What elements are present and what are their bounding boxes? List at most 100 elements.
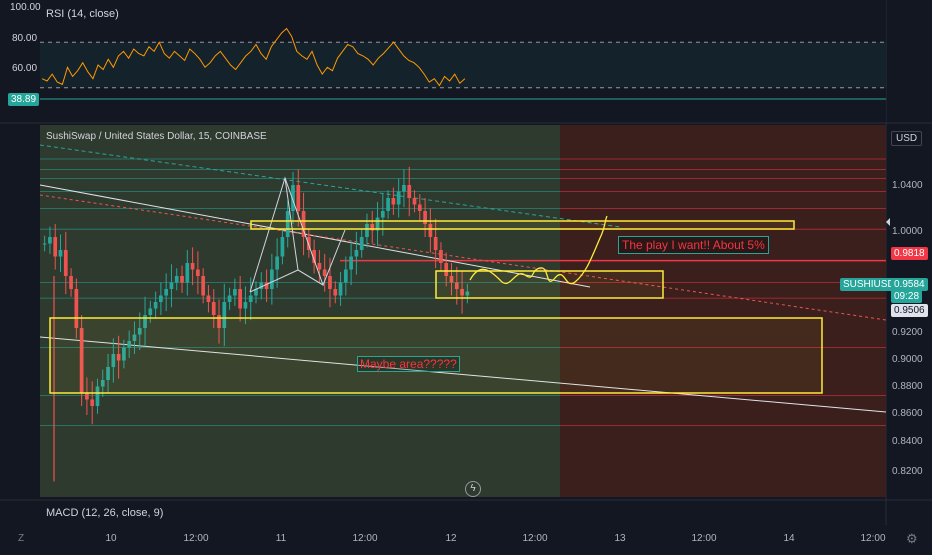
- candle-body-7: [79, 328, 84, 393]
- candle-body-32: [211, 302, 216, 315]
- xtick-11: 11: [275, 533, 287, 544]
- resistance-box: [250, 220, 795, 230]
- candle-body-57: [343, 269, 348, 283]
- candle-body-42: [264, 282, 269, 289]
- candle-body-63: [375, 217, 380, 231]
- xtick-12-00-b: 12:00: [352, 533, 378, 544]
- candle-body-54: [328, 276, 332, 289]
- candle-body-9: [90, 399, 95, 406]
- symbol-tag: SUSHIUSD: [840, 278, 898, 291]
- candle-body-61: [365, 224, 369, 237]
- candle-body-2: [53, 237, 58, 257]
- maybe-area-box: [49, 317, 823, 394]
- candle-body-22: [159, 295, 163, 302]
- candle-body-75: [439, 250, 443, 263]
- candle-body-79: [460, 289, 464, 296]
- candle-body-53: [322, 269, 327, 276]
- candle-body-33: [217, 315, 221, 328]
- projected-path: [469, 215, 608, 285]
- rsi-bg: [40, 0, 886, 122]
- candle-body-30: [201, 276, 206, 296]
- candle-body-20: [148, 308, 153, 315]
- rsi-tick-60: 60.00: [12, 63, 38, 74]
- harmonic-pattern-right: [284, 177, 346, 286]
- candle-body-49: [301, 211, 306, 237]
- current-range-box: [435, 270, 664, 299]
- currency-button[interactable]: USD: [891, 131, 923, 146]
- xtick-13: 13: [614, 533, 626, 544]
- ytick-0.8400: 0.8400: [892, 436, 923, 447]
- candle-body-19: [143, 315, 147, 328]
- rsi-title: RSI (14, close): [46, 8, 119, 20]
- xtick-10: 10: [105, 533, 117, 544]
- candle-body-65: [386, 198, 390, 211]
- candle-body-80: [465, 291, 470, 296]
- ytick-0.8800: 0.8800: [892, 381, 923, 392]
- candle-body-8: [85, 393, 89, 400]
- candle-body-43: [270, 269, 274, 289]
- candle-body-12: [106, 367, 110, 380]
- candle-body-41: [259, 282, 264, 289]
- candle-body-1: [48, 237, 52, 244]
- trendline-lower: [39, 336, 887, 413]
- candle-body-74: [433, 237, 438, 250]
- main-title: SushiSwap / United States Dollar, 15, CO…: [46, 131, 267, 142]
- candle-body-40: [254, 289, 258, 296]
- countdown-tag: 09:28: [891, 290, 923, 303]
- candle-body-72: [423, 211, 427, 224]
- candle-body-46: [285, 211, 290, 237]
- candle-body-21: [153, 302, 158, 309]
- lightning-icon[interactable]: ϟ: [465, 481, 481, 497]
- candle-body-66: [391, 198, 396, 205]
- candle-body-55: [333, 289, 338, 296]
- candle-body-56: [338, 282, 343, 296]
- candle-body-29: [196, 269, 200, 276]
- candle-body-51: [312, 250, 316, 263]
- rsi-line: [41, 27, 466, 87]
- candle-body-13: [111, 354, 116, 367]
- candle-body-68: [402, 185, 406, 192]
- candle-body-27: [185, 263, 190, 283]
- candle-body-59: [354, 250, 359, 257]
- rsi-value-tag: 38.89: [8, 93, 40, 106]
- gear-icon[interactable]: ⚙: [906, 531, 918, 546]
- candle-body-58: [349, 256, 353, 270]
- candle-body-35: [227, 295, 232, 302]
- timezone-z-icon[interactable]: Z: [18, 533, 25, 544]
- candle-body-34: [222, 302, 227, 328]
- collapse-arrow-icon: [886, 218, 890, 226]
- candle-body-52: [317, 263, 322, 270]
- candle-body-50: [306, 237, 311, 250]
- candle-body-23: [164, 289, 169, 296]
- candle-body-16: [127, 341, 132, 348]
- maybe-annotation[interactable]: Maybe area?????: [357, 356, 460, 372]
- candle-body-25: [174, 276, 179, 283]
- candle-body-36: [233, 289, 237, 296]
- ytick-1.0400: 1.0400: [892, 180, 923, 191]
- candle-body-5: [69, 276, 73, 289]
- candle-body-26: [180, 276, 184, 283]
- future-region: [560, 125, 886, 497]
- candle-body-4: [63, 250, 68, 276]
- candle-body-37: [238, 289, 242, 309]
- candle-body-67: [396, 191, 401, 205]
- xtick-12-00-c: 12:00: [522, 533, 548, 544]
- last-price-tag: 0.9584: [891, 278, 928, 291]
- candle-body-73: [428, 224, 433, 237]
- candle-body-28: [190, 263, 195, 270]
- candle-body-11: [100, 380, 105, 387]
- candle-body-48: [296, 185, 301, 211]
- candle-body-24: [169, 282, 174, 289]
- trendline-dashed-red: [39, 194, 887, 321]
- xtick-12-00-e: 12:00: [860, 533, 886, 544]
- ytick-0.9200: 0.9200: [892, 327, 923, 338]
- history-region: [40, 125, 560, 497]
- candle-body-44: [275, 256, 279, 270]
- play-annotation[interactable]: The play I want!! About 5%: [618, 236, 769, 254]
- candle-body-10: [95, 386, 100, 406]
- candle-body-14: [116, 354, 121, 361]
- candle-body-60: [359, 237, 364, 250]
- ytick-0.8600: 0.8600: [892, 408, 923, 419]
